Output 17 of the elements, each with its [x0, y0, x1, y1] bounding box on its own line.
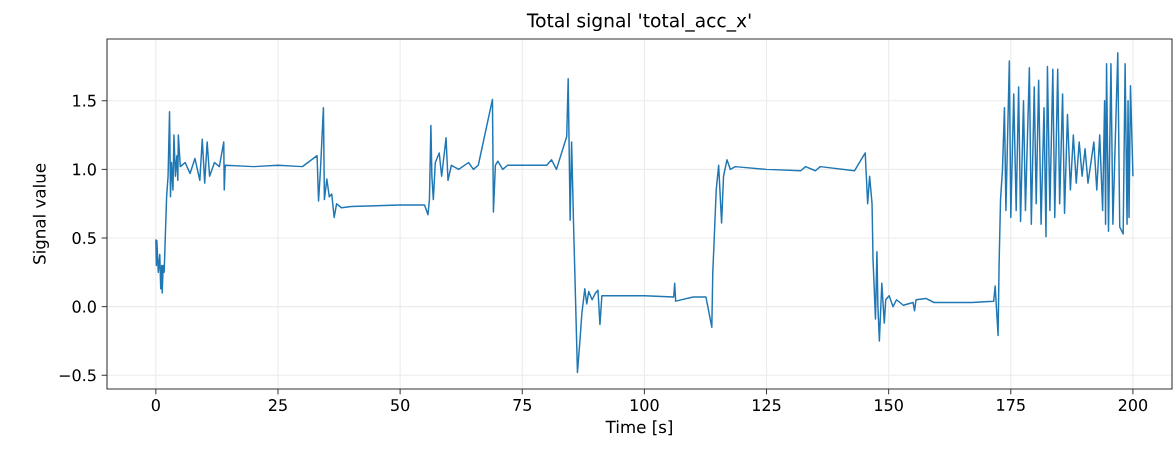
- y-tick-label: 0.0: [72, 300, 96, 313]
- x-axis-title: Time [s]: [605, 420, 672, 436]
- x-tick-label: 175: [997, 399, 1025, 411]
- y-tick-label: −0.5: [59, 369, 96, 382]
- x-tick-label: 150: [875, 399, 903, 412]
- x-tick-label: 0: [151, 399, 160, 412]
- y-axis-title: Signal value: [32, 163, 49, 264]
- x-tick-label: 75: [513, 399, 532, 411]
- y-tick-label: 0.5: [72, 231, 96, 245]
- x-tick-label: 200: [1118, 399, 1148, 412]
- chart-title: Total signal 'total_acc_x': [526, 13, 751, 32]
- x-tick-label: 25: [268, 399, 287, 412]
- y-tick-label: 1.0: [73, 163, 96, 176]
- y-tick-label: 1.5: [73, 94, 96, 107]
- x-tick-label: 100: [630, 399, 659, 412]
- x-tick-label: 50: [391, 399, 410, 412]
- x-tick-label: 125: [753, 399, 781, 412]
